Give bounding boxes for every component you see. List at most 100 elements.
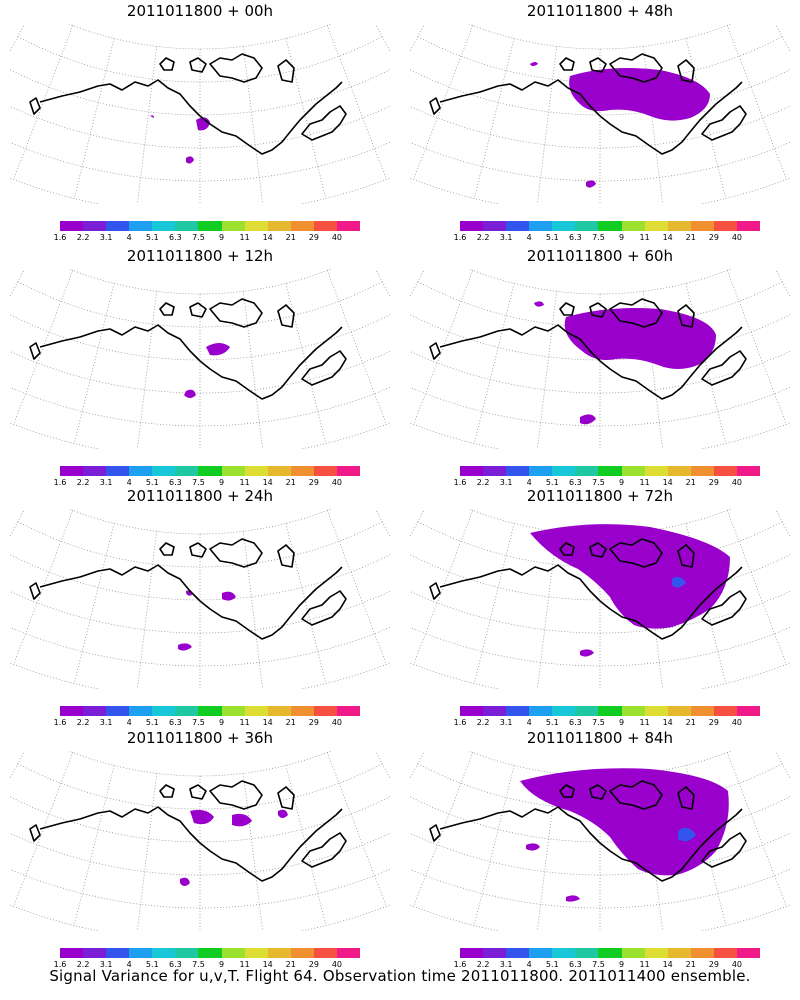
colorbar-swatch [313,466,337,476]
colorbar-swatch [267,706,291,716]
colorbar-swatch [336,948,361,958]
colorbar-tick-label: 7.5 [592,478,605,487]
colorbar-swatch [152,948,176,958]
coastline [429,298,747,400]
colorbar-swatch [506,466,530,476]
colorbar-swatch [221,948,245,958]
colorbar-tick-label: 3.1 [99,718,113,727]
high-variance-patch [678,827,696,842]
signal-patch [186,156,194,164]
colorbar-swatch [60,466,84,476]
colorbar-swatch [598,221,622,231]
signal-patch [586,180,596,188]
colorbar-swatch [106,706,130,716]
colorbar-tick-label: 11 [639,718,650,727]
panel-title: 2011011800 + 84h [526,729,674,747]
colorbar-tick-label: 6.3 [569,478,582,487]
signal-patch [150,115,154,118]
colorbar-swatch [244,221,268,231]
colorbar-tick-label: 7.5 [592,718,605,727]
colorbar-tick-label: 21 [285,478,296,487]
map [10,269,390,449]
colorbar-tick-label: 7.5 [592,233,605,242]
colorbar-tick-label: 21 [285,233,296,242]
signal-area [150,115,210,164]
colorbar-swatch [552,466,576,476]
colorbar-swatch [313,948,337,958]
colorbar-tick-label: 2.2 [76,478,90,487]
colorbar-swatch [506,706,530,716]
colorbar-swatch [736,221,761,231]
colorbar-tick-label: 14 [662,960,673,969]
colorbar-swatch [552,948,576,958]
colorbar-swatch [336,466,361,476]
colorbar [60,706,361,716]
colorbar-tick-label: 9 [618,233,625,242]
colorbar-tick-label: 29 [308,718,319,727]
colorbar-tick-label: 3.1 [499,718,513,727]
map-panel: 2011011800 + 24h 1.6 2.2 3.1 4 5.1 6.3 7.5 9 11 14… [0,485,400,730]
colorbar-swatch [244,948,268,958]
panel-title: 2011011800 + 36h [126,729,274,747]
colorbar [460,466,761,476]
colorbar-swatch [152,221,176,231]
colorbar-swatch [290,706,314,716]
panel-title: 2011011800 + 12h [126,247,274,265]
colorbar-tick-label: 7.5 [592,960,605,969]
colorbar-swatch [529,466,553,476]
colorbar-tick-label: 40 [331,233,343,242]
colorbar-tick-label: 1.6 [453,233,467,242]
signal-area [184,343,230,398]
colorbar-swatch [598,948,622,958]
colorbar-swatch [621,706,645,716]
colorbar-tick-label: 40 [331,960,343,969]
colorbar-tick-label: 2.2 [76,960,90,969]
colorbar-swatch [575,221,599,231]
signal-area [520,768,729,902]
colorbar-ticks: 1.6 2.2 3.1 4 5.1 6.3 7.5 9 11 14 21 29 40 [454,718,760,728]
colorbar-swatch [667,466,691,476]
colorbar-tick-label: 29 [308,233,319,242]
signal-patch [222,591,236,601]
colorbar-tick-label: 2.2 [76,718,90,727]
graticule [10,24,390,204]
coastline [29,298,347,400]
colorbar-tick-label: 9 [218,233,225,242]
colorbar-swatch [621,221,645,231]
colorbar-swatch [690,466,714,476]
colorbar-tick-label: 11 [239,233,250,242]
colorbar-tick-label: 1.6 [453,478,467,487]
colorbar-swatch [736,706,761,716]
colorbar-tick-label: 7.5 [192,960,205,969]
colorbar-swatch [460,706,484,716]
colorbar-swatch [175,221,199,231]
colorbar-swatch [198,706,222,716]
colorbar-swatch [267,466,291,476]
high-variance-patch [672,576,686,588]
colorbar-tick-label: 40 [731,478,743,487]
map [410,269,790,449]
colorbar-ticks: 1.6 2.2 3.1 4 5.1 6.3 7.5 9 11 14 21 29 40 [54,718,360,728]
colorbar-swatch [667,221,691,231]
signal-patch [184,389,196,398]
colorbar-tick-label: 5.1 [145,233,159,242]
map-panel: 2011011800 + 48h 1.6 2.2 3.1 4 5.1 6.3 7.5 9 11 14… [400,0,800,245]
colorbar-swatch [198,221,222,231]
colorbar-swatch [83,466,107,476]
map [10,751,390,931]
colorbar-swatch [713,706,737,716]
colorbar-swatch [736,948,761,958]
signal-patch [178,643,192,651]
colorbar-tick-label: 6.3 [169,718,182,727]
colorbar-tick-label: 2.2 [476,718,490,727]
map-panel: 2011011800 + 84h 1.6 2.2 3.1 4 5.1 6.3 7.5 9 11 14… [400,727,800,972]
colorbar-swatch [575,948,599,958]
colorbar-tick-label: 2.2 [76,233,90,242]
colorbar-tick-label: 21 [285,718,296,727]
colorbar-swatch [313,221,337,231]
signal-patch [530,524,730,629]
colorbar-tick-label: 21 [685,233,696,242]
colorbar [60,221,361,231]
signal-patch [186,590,192,596]
